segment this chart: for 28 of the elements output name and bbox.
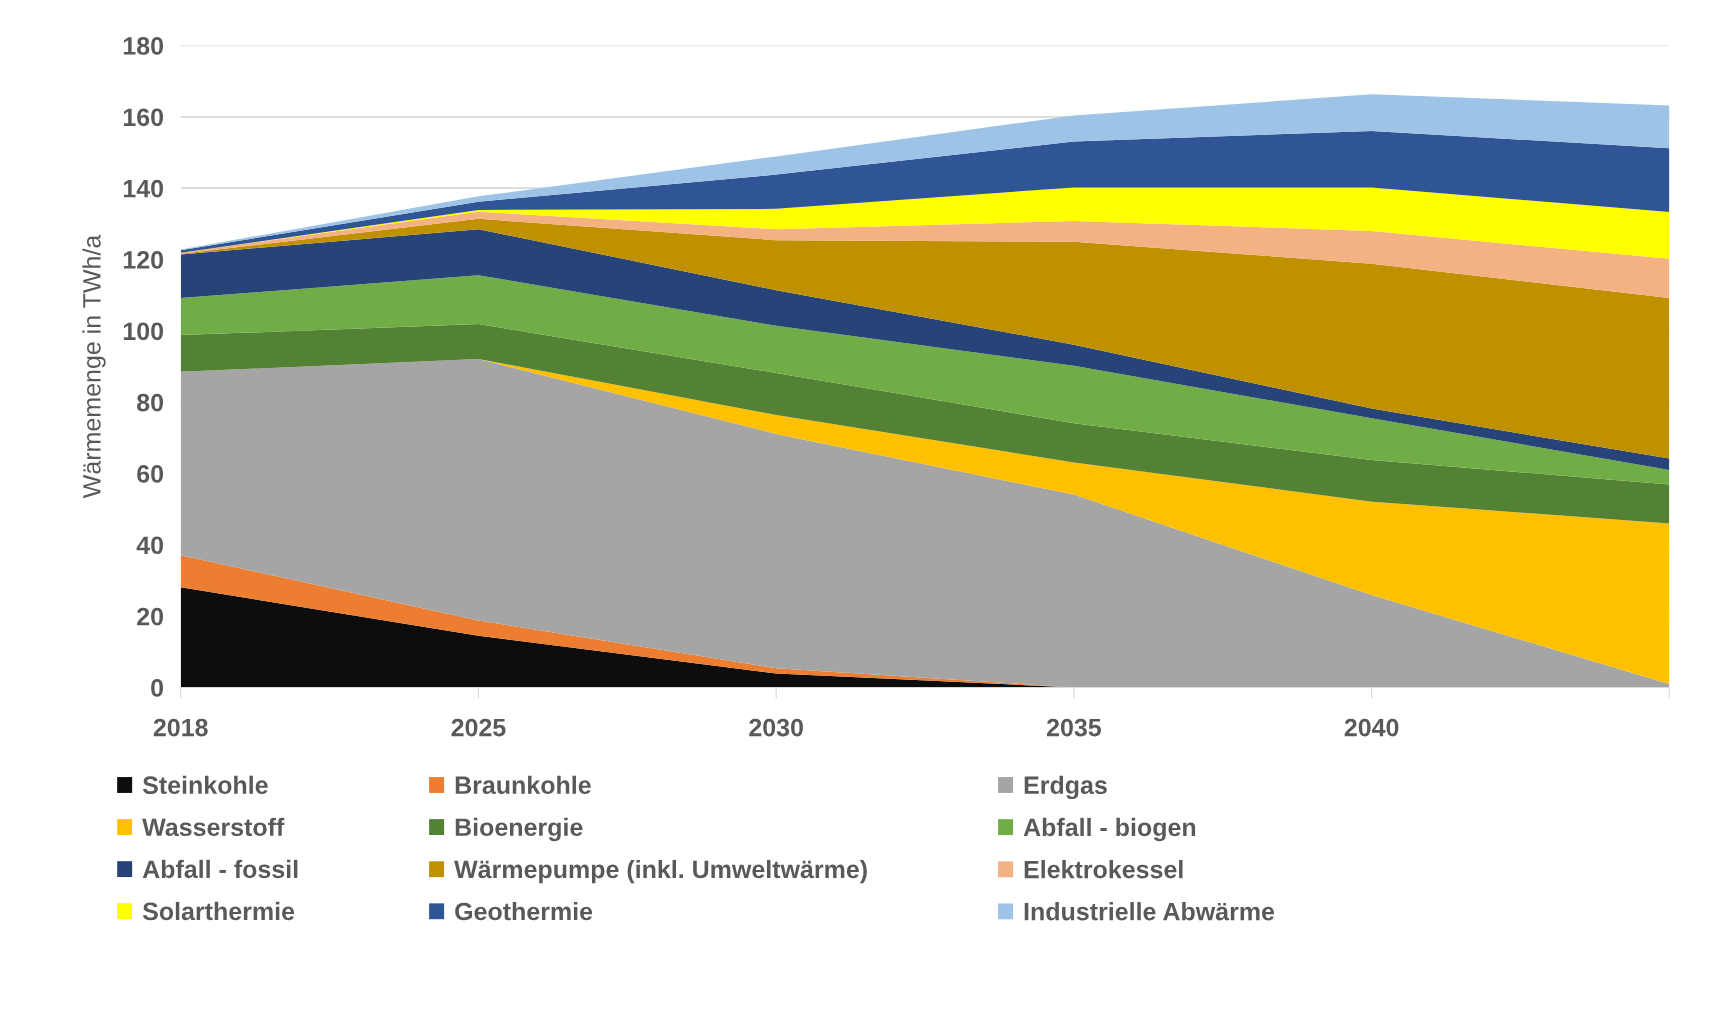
y-axis-title: Wärmemenge in TWh/a [82,234,106,499]
legend-label: Elektrokessel [1024,860,1183,879]
x-tick-label: 2025 [451,718,506,737]
y-tick-label: 80 [137,393,164,412]
x-tick-label: 2030 [749,718,803,737]
legend-label: Solarthermie [142,901,295,921]
y-tick-label: 40 [136,536,164,555]
legend-label: Erdgas [1024,775,1107,800]
legend-label: Industrielle Abwärme [1024,902,1275,921]
legend-label: Braunkohle [455,775,591,795]
legend-label: Steinkohle [142,775,268,795]
legend-label: Wärmepumpe (inkl. Umweltwärme) [454,859,867,884]
legend-label: Abfall - fossil [142,859,298,879]
legend-label: Abfall - biogen [1023,817,1196,842]
y-tick-label: 20 [137,607,164,626]
y-tick-label: 180 [123,37,164,55]
y-tick-label: 0 [151,679,164,697]
legend-label: Geothermie [455,901,593,921]
y-tick-label: 60 [137,465,164,483]
x-tick-label: 2040 [1344,718,1399,737]
x-tick-label: 2035 [1046,718,1102,737]
legend-label: Bioenergie [455,817,583,842]
x-tick-label: 2018 [153,718,208,737]
y-tick-label: 120 [123,251,164,269]
y-tick-label: 100 [123,322,164,341]
legend-label: Wasserstoff [142,817,285,837]
y-tick-label: 160 [123,108,164,127]
y-tick-label: 140 [123,179,164,198]
